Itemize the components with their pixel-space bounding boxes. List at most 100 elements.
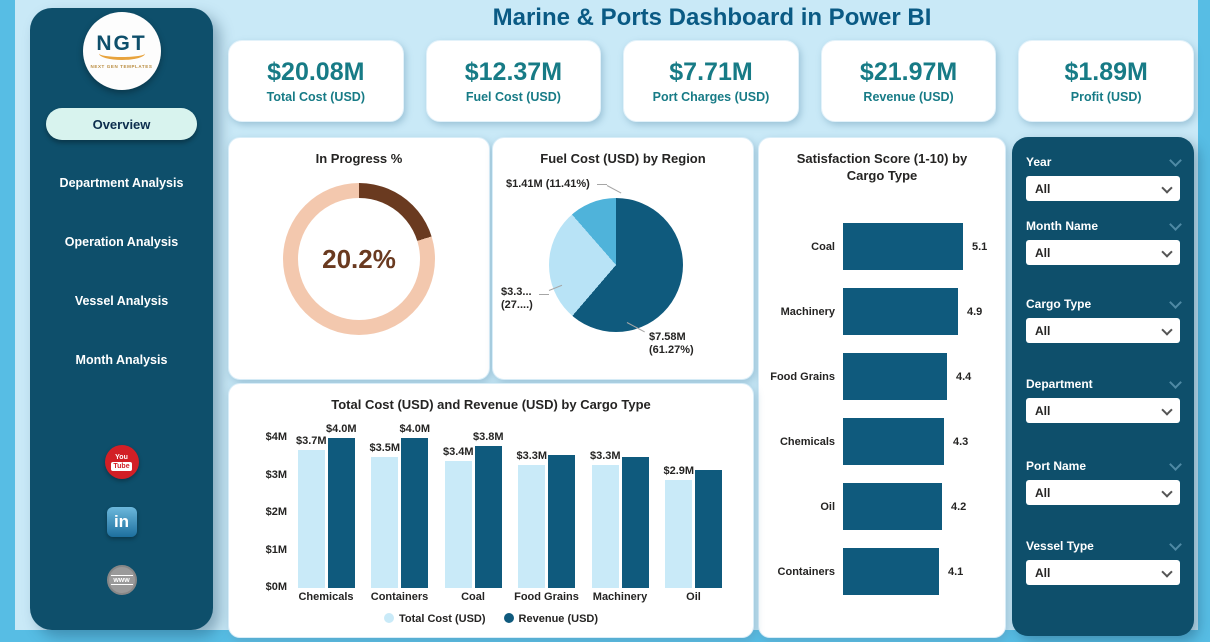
kpi-row: $20.08M Total Cost (USD) $12.37M Fuel Cost … [228, 40, 1194, 122]
column-group-coal: $3.4M $3.8M [443, 431, 504, 588]
filter-label: Port Name [1026, 457, 1182, 473]
filter-label: Year [1026, 153, 1182, 169]
revenue-usd-bar-food-grains[interactable] [548, 455, 576, 588]
category-label: Coal [811, 240, 835, 253]
chart-title: In Progress % [315, 151, 403, 166]
bar-food-grains[interactable] [843, 353, 947, 400]
bar-wrap: $3.3M [590, 450, 621, 588]
revenue-usd-legend-dot [503, 613, 514, 623]
logo-swoosh-icon [98, 47, 145, 60]
collapse-chevron-icon[interactable] [1169, 375, 1182, 389]
collapse-chevron-icon[interactable] [1169, 153, 1182, 167]
kpi-value: $7.71M [669, 58, 753, 86]
website-globe-icon[interactable]: www [106, 565, 137, 595]
donut-chart-card: In Progress % 20.2% [228, 137, 490, 380]
value-label: 4.4 [956, 370, 972, 383]
youtube-icon-text: You [115, 453, 128, 461]
bar-containers[interactable] [843, 548, 939, 595]
bar-oil[interactable] [843, 483, 942, 530]
legend-revenue-usd: Revenue (USD) [503, 613, 598, 625]
category-label: Chemicals [779, 435, 835, 448]
bar-wrap: $3.4M [443, 446, 474, 588]
collapse-chevron-icon[interactable] [1169, 457, 1182, 471]
port-name-dropdown[interactable]: All [1026, 480, 1180, 505]
youtube-icon[interactable]: You Tube [104, 445, 139, 479]
cargo-type-dropdown[interactable]: All [1026, 318, 1180, 343]
department-dropdown[interactable]: All [1026, 398, 1180, 423]
content-area: In Progress % 20.2% Fuel Cost (USD) by R… [226, 135, 1198, 638]
x-category-label: Machinery [592, 591, 648, 603]
y-axis-tick: $3M [265, 468, 287, 481]
value-label: 5.1 [972, 240, 988, 253]
donut-hole: 20.2% [298, 198, 420, 320]
total-cost-usd-bar-coal[interactable] [444, 461, 472, 588]
bar-value-label: $3.7M [295, 435, 327, 447]
category-label: Machinery [780, 305, 835, 318]
x-category-label: Chemicals [298, 591, 354, 603]
page-title: Marine & Ports Dashboard in Power BI [492, 4, 932, 31]
value-label: 4.9 [967, 305, 983, 318]
value-label: 4.3 [953, 435, 969, 448]
linkedin-icon[interactable]: in [106, 507, 137, 537]
bar-wrap: $3.7M [296, 435, 327, 588]
sidebar-item-operation-analysis[interactable]: Operation Analysis [64, 235, 179, 249]
column-group-oil: $2.9M [663, 465, 723, 588]
filter-group-department: Department All [1026, 375, 1182, 423]
bar-wrap: $4.0M [326, 423, 357, 588]
total-cost-usd-bar-oil[interactable] [665, 480, 693, 588]
donut-center-value: 20.2% [322, 243, 396, 274]
satisfaction-chart-card: Satisfaction Score (1-10) by Cargo Type … [758, 137, 1006, 638]
total-cost-usd-bar-food-grains[interactable] [518, 465, 546, 588]
kpi-label: Revenue (USD) [863, 90, 954, 104]
total-cost-usd-bar-containers[interactable] [371, 457, 399, 588]
filter-label: Cargo Type [1026, 295, 1182, 311]
category-label: Containers [777, 565, 835, 578]
month-name-dropdown[interactable]: All [1026, 240, 1180, 265]
sidebar-item-vessel-analysis[interactable]: Vessel Analysis [74, 294, 169, 308]
sidebar-item-overview[interactable]: Overview [46, 108, 197, 140]
kpi-label: Profit (USD) [1070, 90, 1142, 104]
collapse-chevron-icon[interactable] [1169, 217, 1182, 231]
legend-total-cost-usd: Total Cost (USD) [383, 613, 486, 625]
fuel-cost-pie[interactable] [549, 198, 683, 332]
kpi-label: Port Charges (USD) [652, 90, 770, 104]
column-plot: $0M $1M $2M $3M $4M $3.7M $4.0M $3.5M $4.0M $3.4M… [229, 384, 753, 593]
year-dropdown[interactable]: All [1026, 176, 1180, 201]
value-label: 4.2 [951, 500, 967, 513]
kpi-value: $1.89M [1064, 58, 1148, 86]
revenue-usd-bar-oil[interactable] [695, 470, 723, 588]
filter-group-month-name: Month Name All [1026, 217, 1182, 265]
y-axis-tick: $0M [265, 581, 287, 593]
bar-row-machinery: Machinery 4.9 [759, 279, 1005, 344]
chart-title: Fuel Cost (USD) by Region [540, 151, 706, 166]
bar-coal[interactable] [843, 223, 963, 270]
total-cost-usd-bar-chemicals[interactable] [297, 450, 325, 588]
chart-title: Satisfaction Score (1-10) by Cargo Type [796, 151, 968, 183]
sidebar-item-month-analysis[interactable]: Month Analysis [75, 353, 168, 367]
bar-row-food-grains: Food Grains 4.4 [759, 344, 1005, 409]
collapse-chevron-icon[interactable] [1169, 537, 1182, 551]
kpi-card-fuel-cost-usd: $12.37M Fuel Cost (USD) [425, 40, 602, 122]
value-label: 4.1 [948, 565, 964, 578]
y-axis-tick: $4M [265, 431, 287, 444]
frame-left [0, 0, 15, 642]
revenue-usd-bar-chemicals[interactable] [327, 438, 355, 588]
dropdown-chevron-icon [1161, 403, 1173, 416]
bar-value-label: $4.0M [325, 423, 357, 435]
bar-machinery[interactable] [843, 288, 958, 335]
sidebar-item-department-analysis[interactable]: Department Analysis [59, 176, 184, 190]
revenue-usd-bar-machinery[interactable] [621, 457, 649, 588]
callout-line [539, 294, 549, 295]
y-axis-tick: $1M [265, 543, 287, 556]
revenue-usd-bar-containers[interactable] [401, 438, 429, 588]
x-category-label: Coal [461, 591, 485, 603]
in-progress-donut[interactable]: 20.2% [283, 183, 435, 335]
chart-legend: Total Cost (USD) Revenue (USD) [229, 613, 753, 625]
column-group-containers: $3.5M $4.0M [369, 423, 430, 588]
vessel-type-dropdown[interactable]: All [1026, 560, 1180, 585]
collapse-chevron-icon[interactable] [1169, 295, 1182, 309]
bar-chemicals[interactable] [843, 418, 944, 465]
kpi-value: $12.37M [464, 58, 563, 86]
revenue-usd-bar-coal[interactable] [474, 446, 502, 588]
total-cost-usd-bar-machinery[interactable] [591, 465, 619, 588]
